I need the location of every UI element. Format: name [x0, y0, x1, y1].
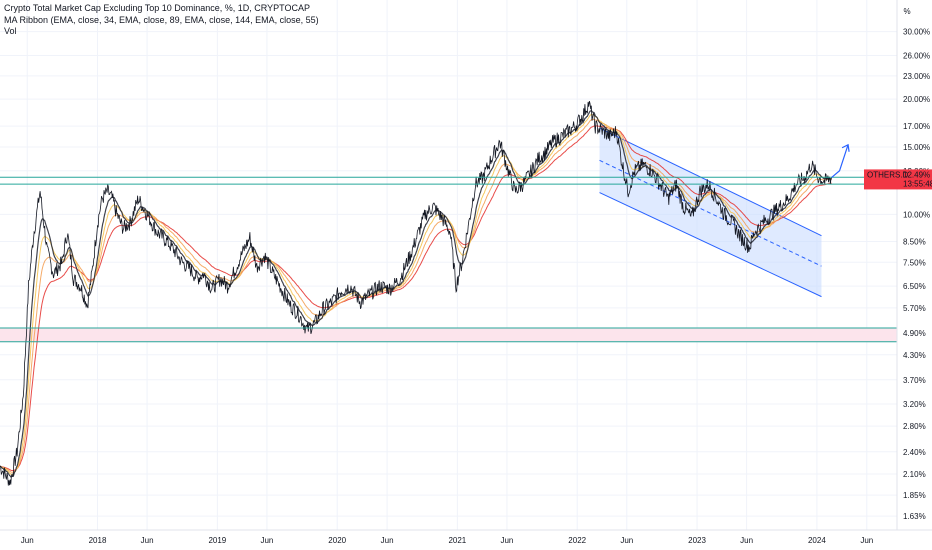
y-tick-label: 17.00% [903, 122, 930, 131]
arrow-head [841, 143, 850, 152]
percent-scale-button[interactable]: % [903, 7, 911, 16]
ema-144-line [0, 125, 832, 472]
ema-34-line [0, 109, 832, 478]
last-price-tag-bg [864, 169, 932, 190]
y-tick-label: 3.20% [903, 400, 926, 409]
time-axis[interactable]: Jun 2018 Jun 2019 Jun 2020 Jun 2021 Jun 2022 Jun 20… [21, 536, 873, 545]
price-line [0, 100, 833, 486]
y-tick-label: 6.50% [903, 282, 926, 291]
price-tag-symbol: OTHERS.D [867, 170, 909, 179]
x-tick-label: Jun [141, 536, 154, 545]
y-tick-label: 2.10% [903, 470, 926, 479]
arrow-path [831, 144, 849, 178]
y-tick-label: 30.00% [903, 28, 930, 37]
projection-arrow[interactable] [831, 143, 850, 178]
channel-mid-line [599, 159, 822, 267]
channel-lower-line [599, 192, 822, 298]
last-price-label: OTHERS.D 12.49% 13:55:48 [864, 169, 932, 190]
x-tick-label: 2018 [89, 536, 107, 545]
x-tick-label: Jun [381, 536, 394, 545]
y-tick-label: 10.00% [903, 210, 930, 219]
y-tick-label: 15.00% [903, 143, 930, 152]
legend-title[interactable]: Crypto Total Market Cap Excluding Top 10… [4, 3, 310, 13]
x-tick-label: Jun [620, 536, 633, 545]
x-tick-label: 2023 [688, 536, 706, 545]
x-tick-label: Jun [500, 536, 513, 545]
x-tick-label: 2020 [328, 536, 346, 545]
ema-55-line [0, 113, 832, 476]
y-tick-label: 4.30% [903, 351, 926, 360]
descending-channel[interactable] [599, 127, 822, 298]
y-tick-label: 7.50% [903, 258, 926, 267]
x-tick-label: Jun [740, 536, 753, 545]
y-tick-label: 26.00% [903, 51, 930, 60]
legend-vol[interactable]: Vol [4, 26, 17, 36]
channel-fill [599, 128, 822, 297]
legend-ma-ribbon[interactable]: MA Ribbon (EMA, close, 34, EMA, close, 8… [4, 14, 319, 25]
x-tick-label: 2021 [448, 536, 466, 545]
horizontal-levels[interactable] [0, 176, 897, 343]
y-tick-label: 1.85% [903, 491, 926, 500]
support-zone [0, 328, 897, 342]
y-tick-label: 20.00% [903, 95, 930, 104]
x-tick-label: Jun [260, 536, 273, 545]
price-axis[interactable]: 30.00%26.00%23.00%20.00%17.00%15.00%13.0… [903, 28, 930, 522]
y-tick-label: 2.40% [903, 448, 926, 457]
x-tick-label: 2019 [208, 536, 226, 545]
y-tick-label: 4.90% [903, 329, 926, 338]
x-tick-label: Jun [21, 536, 34, 545]
y-tick-label: 23.00% [903, 72, 930, 81]
ema-89-line [0, 118, 832, 474]
price-series-line [0, 100, 833, 486]
y-tick-label: 1.63% [903, 512, 926, 521]
y-tick-label: 8.50% [903, 237, 926, 246]
channel-upper-line [599, 127, 822, 237]
chart-legend: Crypto Total Market Cap Excluding Top 10… [4, 3, 319, 38]
x-tick-label: 2024 [808, 536, 826, 545]
price-tag-countdown: 13:55:48 [903, 179, 932, 188]
price-tag-value: 12.49% [903, 170, 930, 179]
x-tick-label: Jun [860, 536, 873, 545]
ma-ribbon [0, 109, 832, 478]
y-tick-label: 3.70% [903, 376, 926, 385]
y-tick-label: 2.80% [903, 422, 926, 431]
y-tick-label: 5.70% [903, 304, 926, 313]
x-tick-label: 2022 [568, 536, 586, 545]
